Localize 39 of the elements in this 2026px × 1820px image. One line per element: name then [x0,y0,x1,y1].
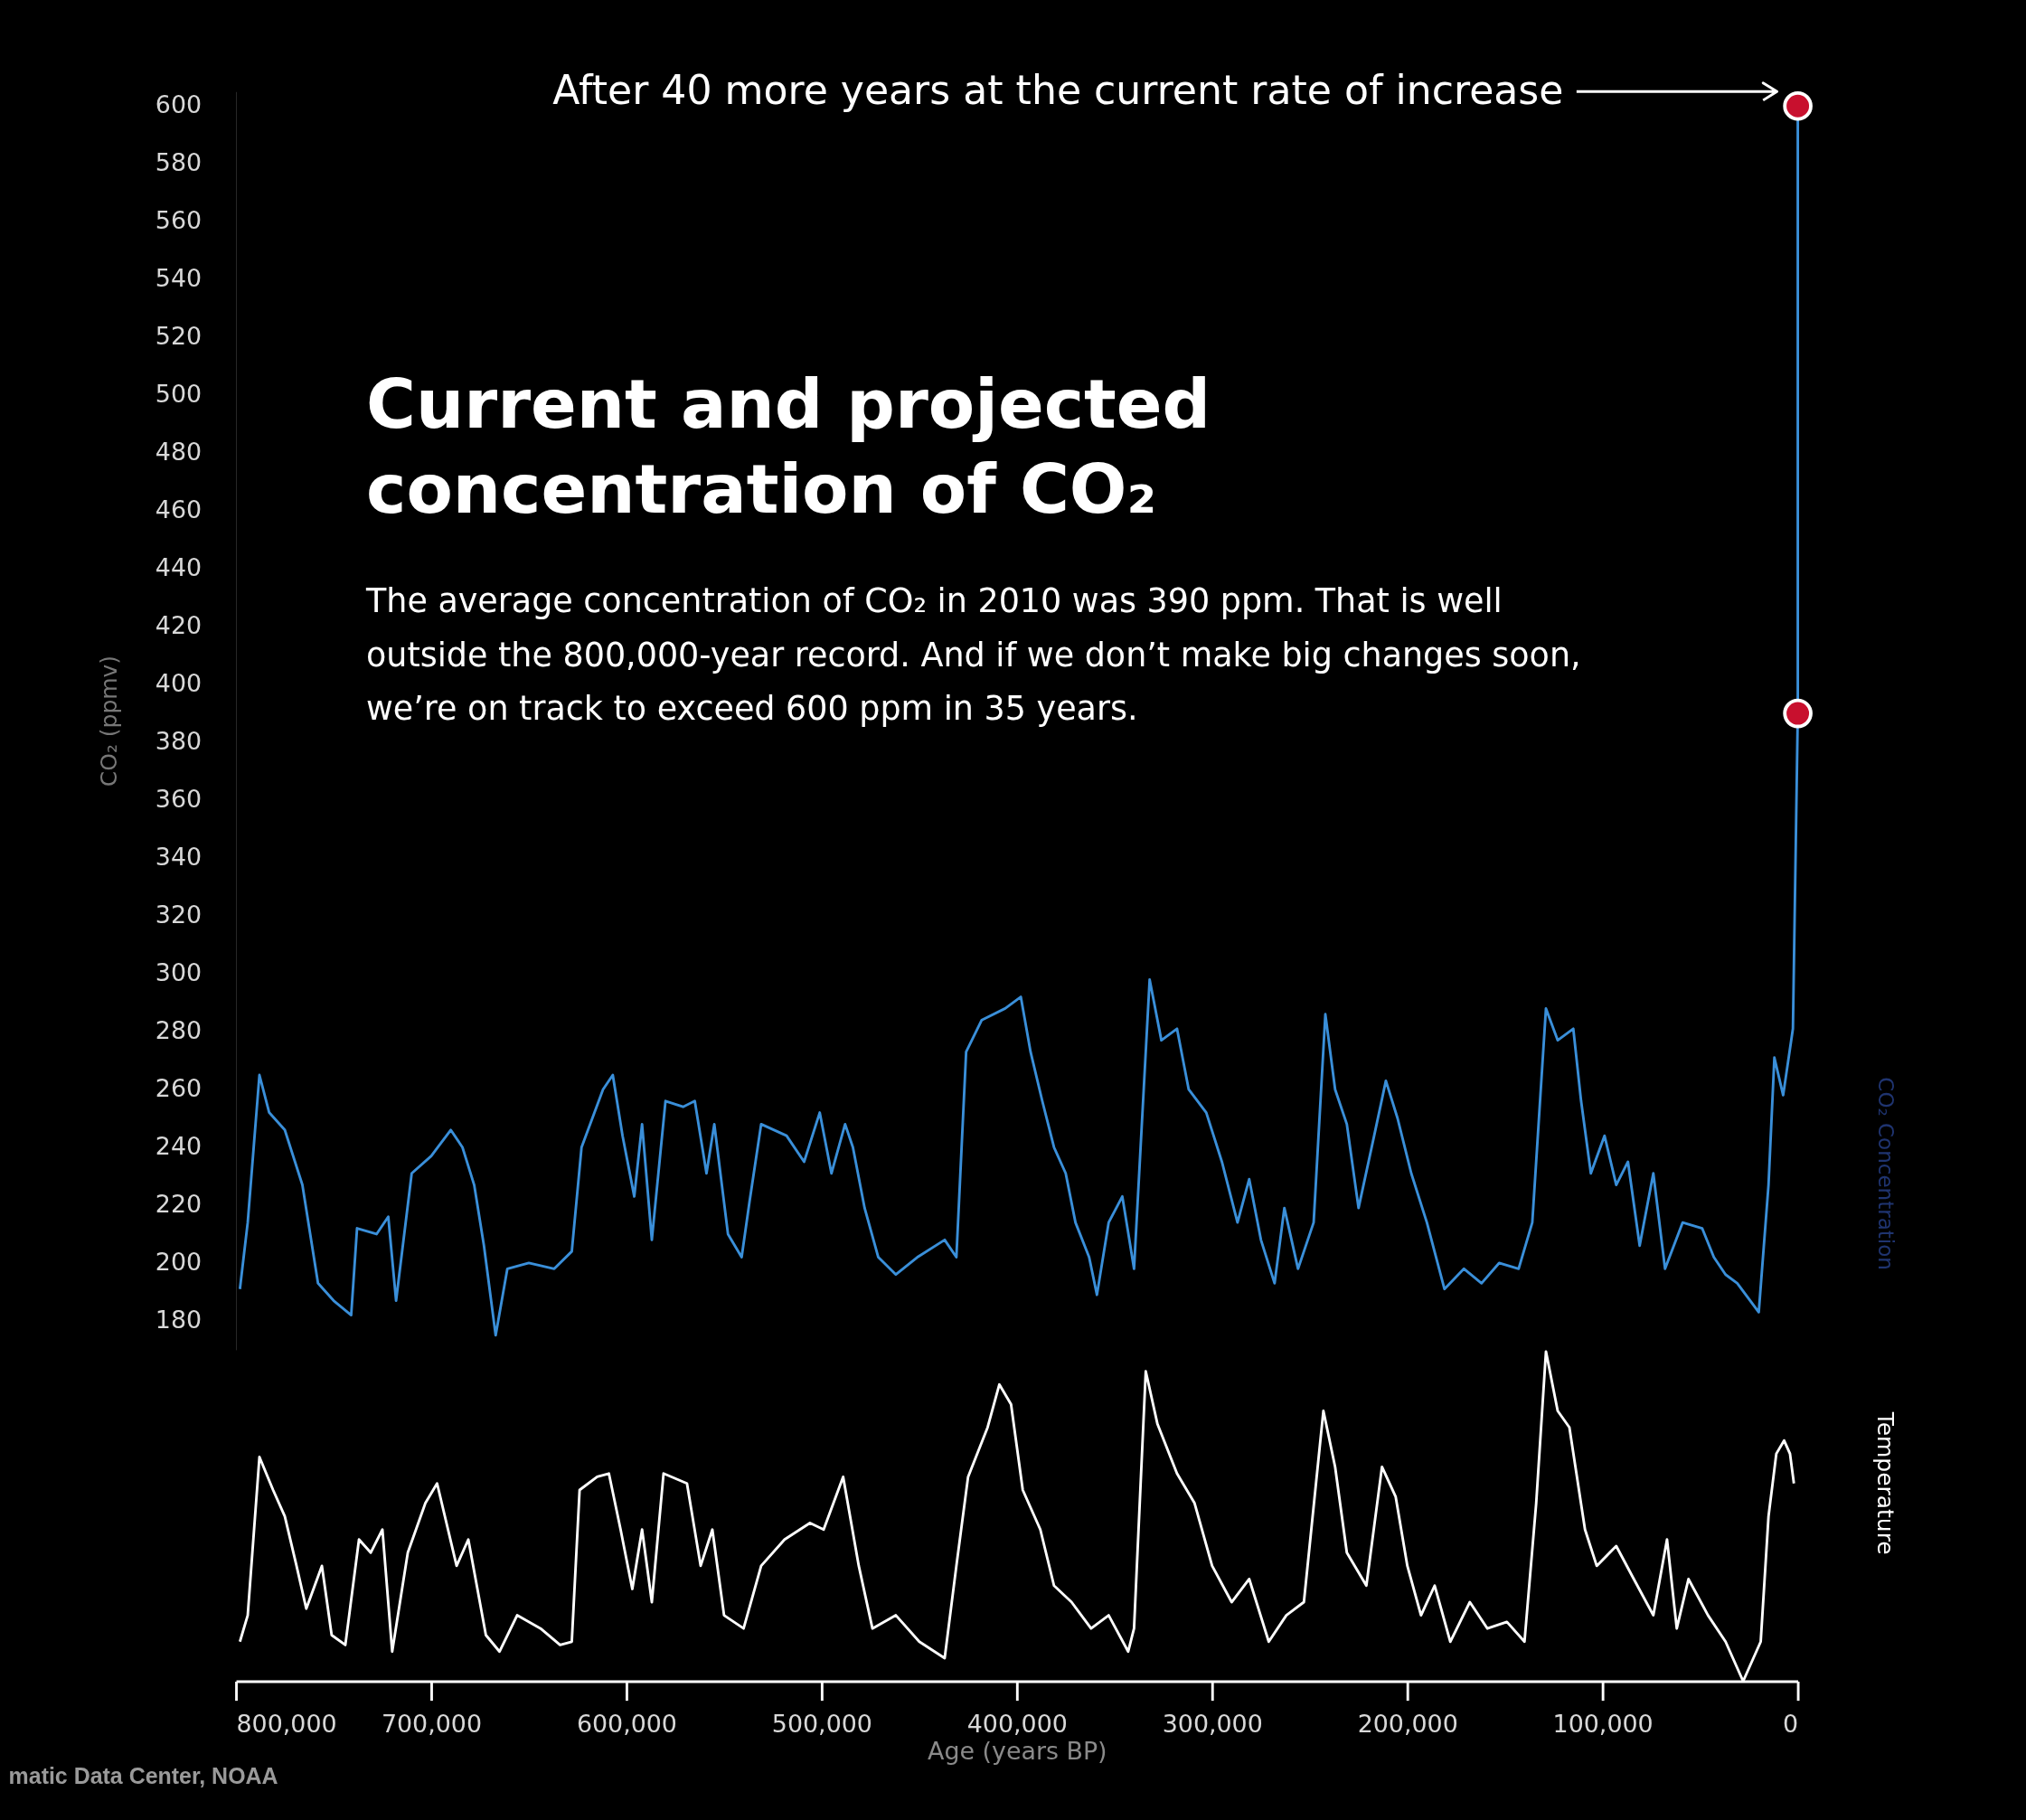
y-tick-label: 480 [155,438,203,467]
y-tick-label: 220 [155,1190,203,1219]
y-tick-label: 580 [155,148,203,177]
y-tick-label: 560 [155,206,203,235]
y-tick-label: 260 [155,1074,203,1103]
y-axis-title: Temperature [1871,1410,1899,1555]
x-tick-label: 800,000 [236,1709,337,1738]
x-tick-label: 500,000 [771,1709,872,1738]
y-tick-label: 200 [155,1248,203,1277]
y-axis-title: CO₂ (ppmv) [95,655,122,787]
y-tick-label: 440 [155,553,203,582]
y-tick-label: 500 [155,380,203,409]
text: CO₂ Concentration [1873,1077,1898,1270]
y-tick-label: 340 [155,843,203,872]
y-tick-label: 520 [155,322,203,351]
y-tick-label: 320 [155,901,203,929]
x-tick-label: 0 [1782,1709,1799,1738]
x-tick-label: 700,000 [381,1709,483,1738]
y-tick-label: 280 [155,1016,203,1045]
x-tick-label: 100,000 [1552,1709,1654,1738]
y-tick-label: 180 [155,1306,203,1334]
y-tick-label: 360 [155,785,203,814]
annotation: After 40 more years at the current rate of increase [552,66,1564,113]
x-axis-title: Age (years BP) [928,1737,1107,1766]
y-tick-label: 600 [155,90,203,119]
y-tick-label: 460 [155,495,203,524]
x-tick-label: 400,000 [966,1709,1068,1738]
y-tick-label: 380 [155,727,203,756]
y-tick-label: 300 [155,958,203,987]
x-tick-label: 600,000 [576,1709,677,1738]
text: The average concentration of CO₂ in 2010 was 390 ppm. That is well outside the 800,000-year record. And if we don’t make big changes soon, we’re on track to exceed 600 ppm in 35 years. [365,581,1581,729]
y-tick-label: 540 [155,264,203,293]
y-tick-label: 400 [155,669,203,698]
text: matic Data Center, NOAA [8,1762,278,1788]
y-tick-label: 420 [155,611,203,640]
y-tick-label: 240 [155,1132,203,1161]
text: Current and projected concentration of CO₂ [366,364,1211,529]
x-tick-label: 200,000 [1357,1709,1458,1738]
x-tick-label: 300,000 [1162,1709,1263,1738]
